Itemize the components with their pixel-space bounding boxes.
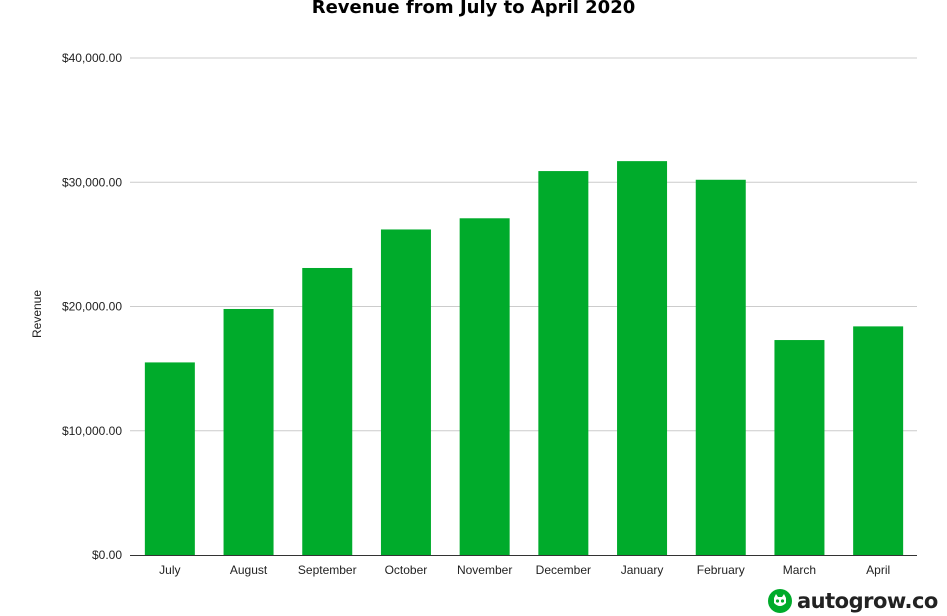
x-tick-label: October xyxy=(385,563,428,577)
x-tick-label: April xyxy=(866,563,890,577)
y-tick-label: $20,000.00 xyxy=(62,300,122,314)
bar xyxy=(380,229,431,555)
y-tick-label: $10,000.00 xyxy=(62,424,122,438)
x-tick-label: February xyxy=(697,563,745,577)
bar xyxy=(459,218,510,555)
x-tick-label: September xyxy=(298,563,357,577)
bar xyxy=(617,161,668,555)
bar xyxy=(853,326,904,555)
bar xyxy=(538,171,589,555)
autogrow-logo-icon xyxy=(768,589,792,613)
bar xyxy=(302,267,353,555)
logo-text: autogrow.co xyxy=(797,589,938,613)
bar xyxy=(695,179,746,555)
x-tick-label: March xyxy=(783,563,816,577)
y-tick-label: $0.00 xyxy=(92,548,122,562)
chart-title: Revenue from July to April 2020 xyxy=(311,0,636,18)
x-tick-label: December xyxy=(536,563,591,577)
x-tick-label: July xyxy=(159,563,180,577)
y-tick-label: $40,000.00 xyxy=(62,51,122,65)
bar xyxy=(223,308,274,555)
x-tick-label: January xyxy=(621,563,664,577)
y-tick-label: $30,000.00 xyxy=(62,175,122,189)
bar xyxy=(144,362,195,555)
x-tick-label: August xyxy=(230,563,268,577)
x-tick-label: November xyxy=(457,563,512,577)
autogrow-logo: autogrow.co xyxy=(768,589,938,613)
bar xyxy=(774,340,825,555)
